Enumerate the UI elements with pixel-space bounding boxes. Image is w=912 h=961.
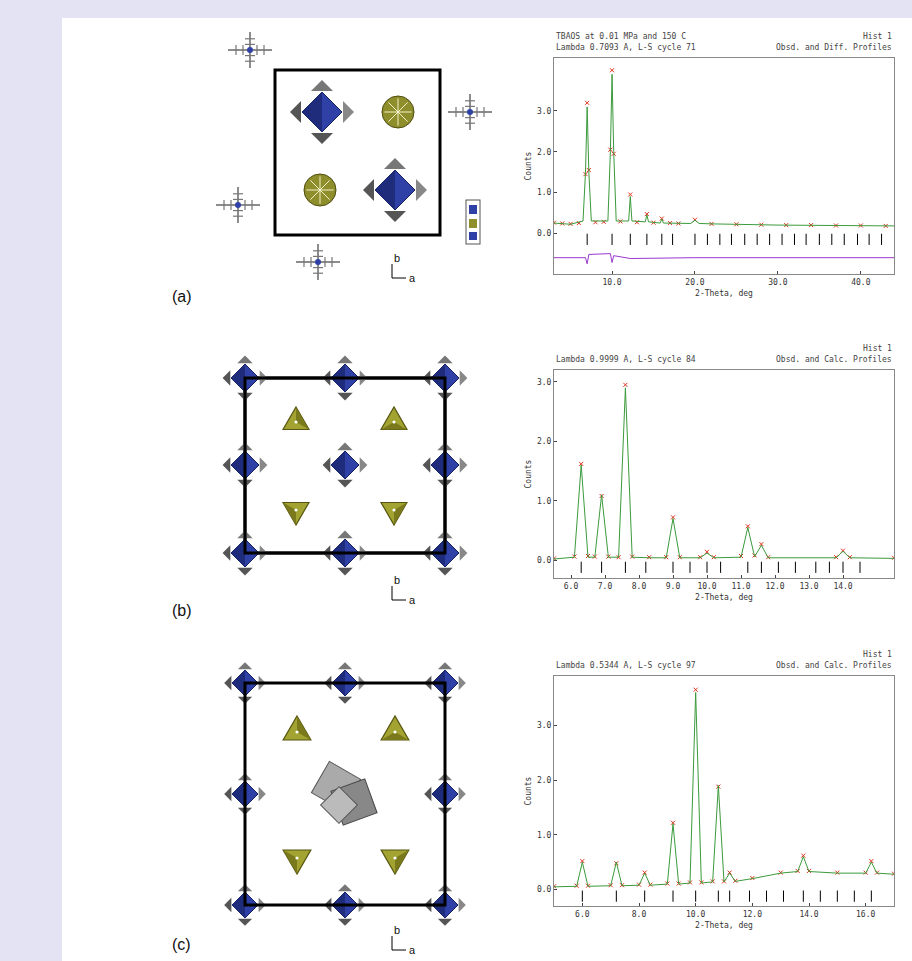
svg-text:Counts: Counts [524,776,533,805]
svg-text:6.0: 6.0 [575,910,590,919]
svg-text:2.0: 2.0 [537,437,552,446]
svg-text:0.0: 0.0 [537,885,552,894]
svg-text:12.0: 12.0 [765,582,784,591]
svg-text:(a): (a) [172,288,192,305]
svg-text:(c): (c) [172,936,191,953]
svg-text:Counts: Counts [524,151,533,180]
svg-text:0.0: 0.0 [537,229,552,238]
svg-text:8.0: 8.0 [632,910,647,919]
svg-text:Lambda 0.9999 A, L-S cycle 84: Lambda 0.9999 A, L-S cycle 84 [556,355,696,364]
svg-text:7.0: 7.0 [598,582,613,591]
svg-text:2.0: 2.0 [537,148,552,157]
svg-text:Hist 1: Hist 1 [863,650,892,659]
svg-text:Counts: Counts [524,459,533,488]
svg-text:a: a [409,944,416,956]
svg-text:3.0: 3.0 [537,378,552,387]
svg-text:2-Theta, deg: 2-Theta, deg [695,289,753,298]
svg-text:Lambda 0.7093 A, L-S cycle 71: Lambda 0.7093 A, L-S cycle 71 [556,43,696,52]
svg-text:1.0: 1.0 [537,497,552,506]
svg-text:TBAOS at 0.01 MPa and 150 C: TBAOS at 0.01 MPa and 150 C [556,32,686,41]
svg-text:0.0: 0.0 [537,556,552,565]
svg-text:40.0: 40.0 [851,278,870,287]
svg-text:10.0: 10.0 [686,910,705,919]
svg-text:Obsd. and Calc. Profiles: Obsd. and Calc. Profiles [776,355,892,364]
svg-text:b: b [394,924,400,936]
svg-text:14.0: 14.0 [833,582,852,591]
svg-text:Obsd. and Diff. Profiles: Obsd. and Diff. Profiles [776,43,892,52]
svg-text:10.0: 10.0 [602,278,621,287]
svg-text:8.0: 8.0 [632,582,647,591]
svg-text:a: a [409,272,416,284]
svg-text:a: a [409,594,416,606]
svg-text:Hist 1: Hist 1 [863,344,892,353]
svg-text:3.0: 3.0 [537,107,552,116]
svg-text:20.0: 20.0 [685,278,704,287]
svg-text:2-Theta, deg: 2-Theta, deg [695,921,753,930]
svg-text:9.0: 9.0 [666,582,681,591]
svg-text:2-Theta, deg: 2-Theta, deg [695,593,753,602]
svg-text:12.0: 12.0 [743,910,762,919]
svg-text:13.0: 13.0 [799,582,818,591]
svg-text:(b): (b) [172,602,192,619]
svg-text:16.0: 16.0 [856,910,875,919]
svg-text:b: b [394,574,400,586]
svg-text:2.0: 2.0 [537,776,552,785]
svg-text:6.0: 6.0 [564,582,579,591]
svg-text:Lambda 0.5344 A, L-S cycle 97: Lambda 0.5344 A, L-S cycle 97 [556,661,696,670]
svg-text:Hist 1: Hist 1 [863,32,892,41]
svg-text:11.0: 11.0 [731,582,750,591]
svg-text:3.0: 3.0 [537,721,552,730]
svg-text:10.0: 10.0 [697,582,716,591]
svg-text:14.0: 14.0 [799,910,818,919]
svg-text:Obsd. and Calc. Profiles: Obsd. and Calc. Profiles [776,661,892,670]
svg-text:b: b [394,252,400,264]
svg-text:1.0: 1.0 [537,831,552,840]
svg-text:30.0: 30.0 [768,278,787,287]
svg-text:1.0: 1.0 [537,188,552,197]
